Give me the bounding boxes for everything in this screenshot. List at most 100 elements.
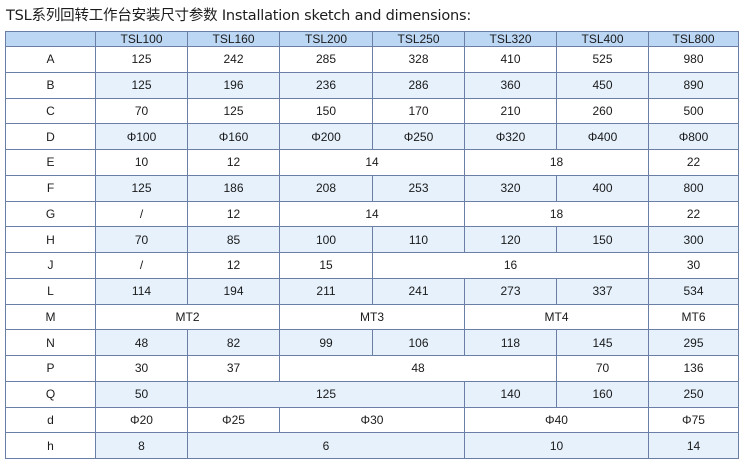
table-row: L 114 194 211 241 273 337 534 (5, 277, 739, 305)
column-header: TSL400 (556, 31, 649, 47)
row-label: J (5, 252, 96, 279)
column-header: TSL160 (187, 31, 280, 47)
table-cell: Φ20 (95, 406, 188, 434)
table-cell: Φ250 (372, 123, 465, 150)
table-cell: 140 (464, 380, 557, 408)
row-label: G (5, 200, 96, 228)
table-cell: 450 (556, 71, 649, 99)
column-header: TSL200 (279, 31, 373, 47)
table-cell: 125 (95, 46, 188, 73)
row-label: H (5, 226, 96, 253)
table-cell: Φ200 (279, 123, 373, 150)
table-cell: 328 (372, 46, 465, 73)
row-label: A (5, 46, 96, 73)
table-cell: 241 (372, 277, 465, 305)
table-cell: 12 (187, 200, 280, 228)
table-cell: 10 (95, 149, 188, 176)
table-cell: 106 (372, 329, 465, 356)
table-cell: Φ320 (464, 123, 557, 150)
table-cell: 300 (648, 226, 739, 253)
table-cell: 14 (648, 432, 739, 459)
table-cell: 99 (279, 329, 373, 356)
row-label: C (5, 97, 96, 125)
table-cell: 525 (556, 46, 649, 73)
column-header: TSL800 (648, 31, 739, 47)
table-cell: 186 (187, 174, 280, 202)
table-cell: 980 (648, 46, 739, 73)
row-label: P (5, 355, 96, 382)
table-row: B 125 196 236 286 360 450 890 (5, 71, 739, 99)
table-row: J/12 15 16 30 (5, 252, 739, 279)
table-row: D Φ100 Φ160 Φ200 Φ250 Φ320 Φ400 Φ800 (5, 123, 739, 150)
table-cell: 273 (464, 277, 557, 305)
table-cell: 18 (464, 200, 649, 228)
row-label: B (5, 71, 96, 99)
table-cell: 70 (95, 226, 188, 253)
table-cell: 295 (648, 329, 739, 356)
table-cell: 360 (464, 71, 557, 99)
table-cell: Φ75 (648, 406, 739, 434)
table-row: E 10 12 14 18 22 (5, 149, 739, 176)
table-cell: 320 (464, 174, 557, 202)
table-cell: 37 (187, 355, 280, 382)
table-cell: Φ40 (464, 406, 649, 434)
table-cell: 800 (648, 174, 739, 202)
row-label: h (5, 432, 96, 459)
table-cell: 260 (556, 97, 649, 125)
row-label: E (5, 149, 96, 176)
table-cell: 16 (372, 252, 649, 279)
table-cell: 30 (648, 252, 739, 279)
table-cell: 125 (95, 174, 188, 202)
column-header: TSL320 (464, 31, 557, 47)
table-cell: 170 (372, 97, 465, 125)
row-label: d (5, 406, 96, 434)
table-cell: 236 (279, 71, 373, 99)
table-cell: 12 (187, 149, 280, 176)
table-header-row: TSL100 TSL160 TSL200 TSL250 TSL320 TSL400 TSL8… (5, 31, 739, 47)
table-cell: 22 (648, 200, 739, 228)
row-label: D (5, 123, 96, 150)
table-cell: 410 (464, 46, 557, 73)
table-cell: 242 (187, 46, 280, 73)
table-cell: 100 (279, 226, 373, 253)
row-label: Q (5, 380, 96, 408)
table-cell: 211 (279, 277, 373, 305)
table-cell: 85 (187, 226, 280, 253)
table-cell: 400 (556, 174, 649, 202)
table-cell: MT6 (648, 303, 739, 331)
table-cell: 210 (464, 97, 557, 125)
table-row: A 125 242 285 328 410 525 980 (5, 46, 739, 73)
table-cell: 136 (648, 355, 739, 382)
table-cell: 125 (95, 71, 188, 99)
table-cell: 10 (464, 432, 649, 459)
table-row: G/12 14 18 22 (5, 200, 739, 228)
table-cell: 150 (556, 226, 649, 253)
table-cell: / (95, 252, 188, 279)
table-cell: 890 (648, 71, 739, 99)
table-cell: Φ400 (556, 123, 649, 150)
table-cell: 22 (648, 149, 739, 176)
dimensions-table: TSL100 TSL160 TSL200 TSL250 TSL320 TSL400 TSL8… (5, 31, 739, 459)
table-row: Q 50 125 140 160 250 (5, 380, 739, 408)
table-cell: 208 (279, 174, 373, 202)
table-cell: 110 (372, 226, 465, 253)
table-row: P 30 37 48 70 136 (5, 355, 739, 382)
table-cell: 160 (556, 380, 649, 408)
table-cell: 14 (279, 149, 465, 176)
table-cell: 500 (648, 97, 739, 125)
row-label: L (5, 277, 96, 305)
table-row: M MT2 MT3 MT4 MT6 (5, 303, 739, 331)
table-cell: 125 (187, 97, 280, 125)
table-cell: 50 (95, 380, 188, 408)
table-cell: 250 (648, 380, 739, 408)
header-corner-cell (5, 31, 96, 47)
table-cell: 125 (187, 380, 465, 408)
table-cell: 253 (372, 174, 465, 202)
table-row: H 70 85 100 110 120 150 300 (5, 226, 739, 253)
table-cell: MT3 (279, 303, 465, 331)
table-cell: 285 (279, 46, 373, 73)
row-label: M (5, 303, 96, 331)
table-cell: 8 (95, 432, 188, 459)
table-row: F 125 186 208 253 320 400 800 (5, 174, 739, 202)
table-cell: 70 (556, 355, 649, 382)
